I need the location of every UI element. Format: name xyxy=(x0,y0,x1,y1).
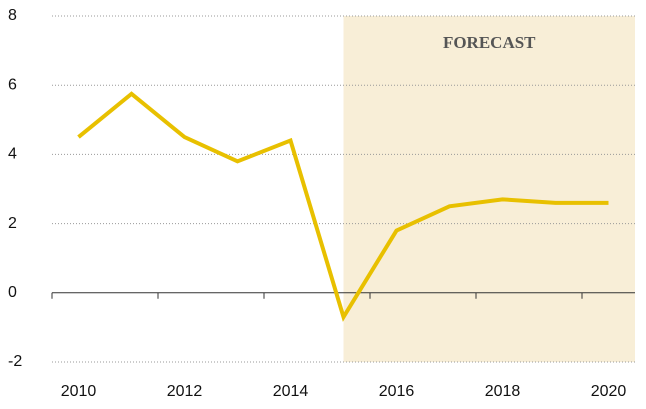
x-tick-label: 2020 xyxy=(591,383,627,400)
y-tick-label: 2 xyxy=(8,215,17,232)
y-tick-label: 0 xyxy=(8,284,17,301)
x-tick-label: 2010 xyxy=(61,383,97,400)
y-tick-label: 8 xyxy=(8,7,17,24)
data-line xyxy=(77,91,609,322)
forecast-region xyxy=(343,16,635,362)
y-tick-label: 6 xyxy=(8,76,17,93)
forecast-label: FORECAST xyxy=(443,33,536,52)
x-tick-label: 2012 xyxy=(167,383,203,400)
x-tick-label: 2014 xyxy=(273,383,309,400)
x-tick-label: 2018 xyxy=(485,383,521,400)
y-tick-label: -2 xyxy=(8,353,22,370)
x-tick-label: 2016 xyxy=(379,383,415,400)
y-tick-label: 4 xyxy=(8,146,17,163)
